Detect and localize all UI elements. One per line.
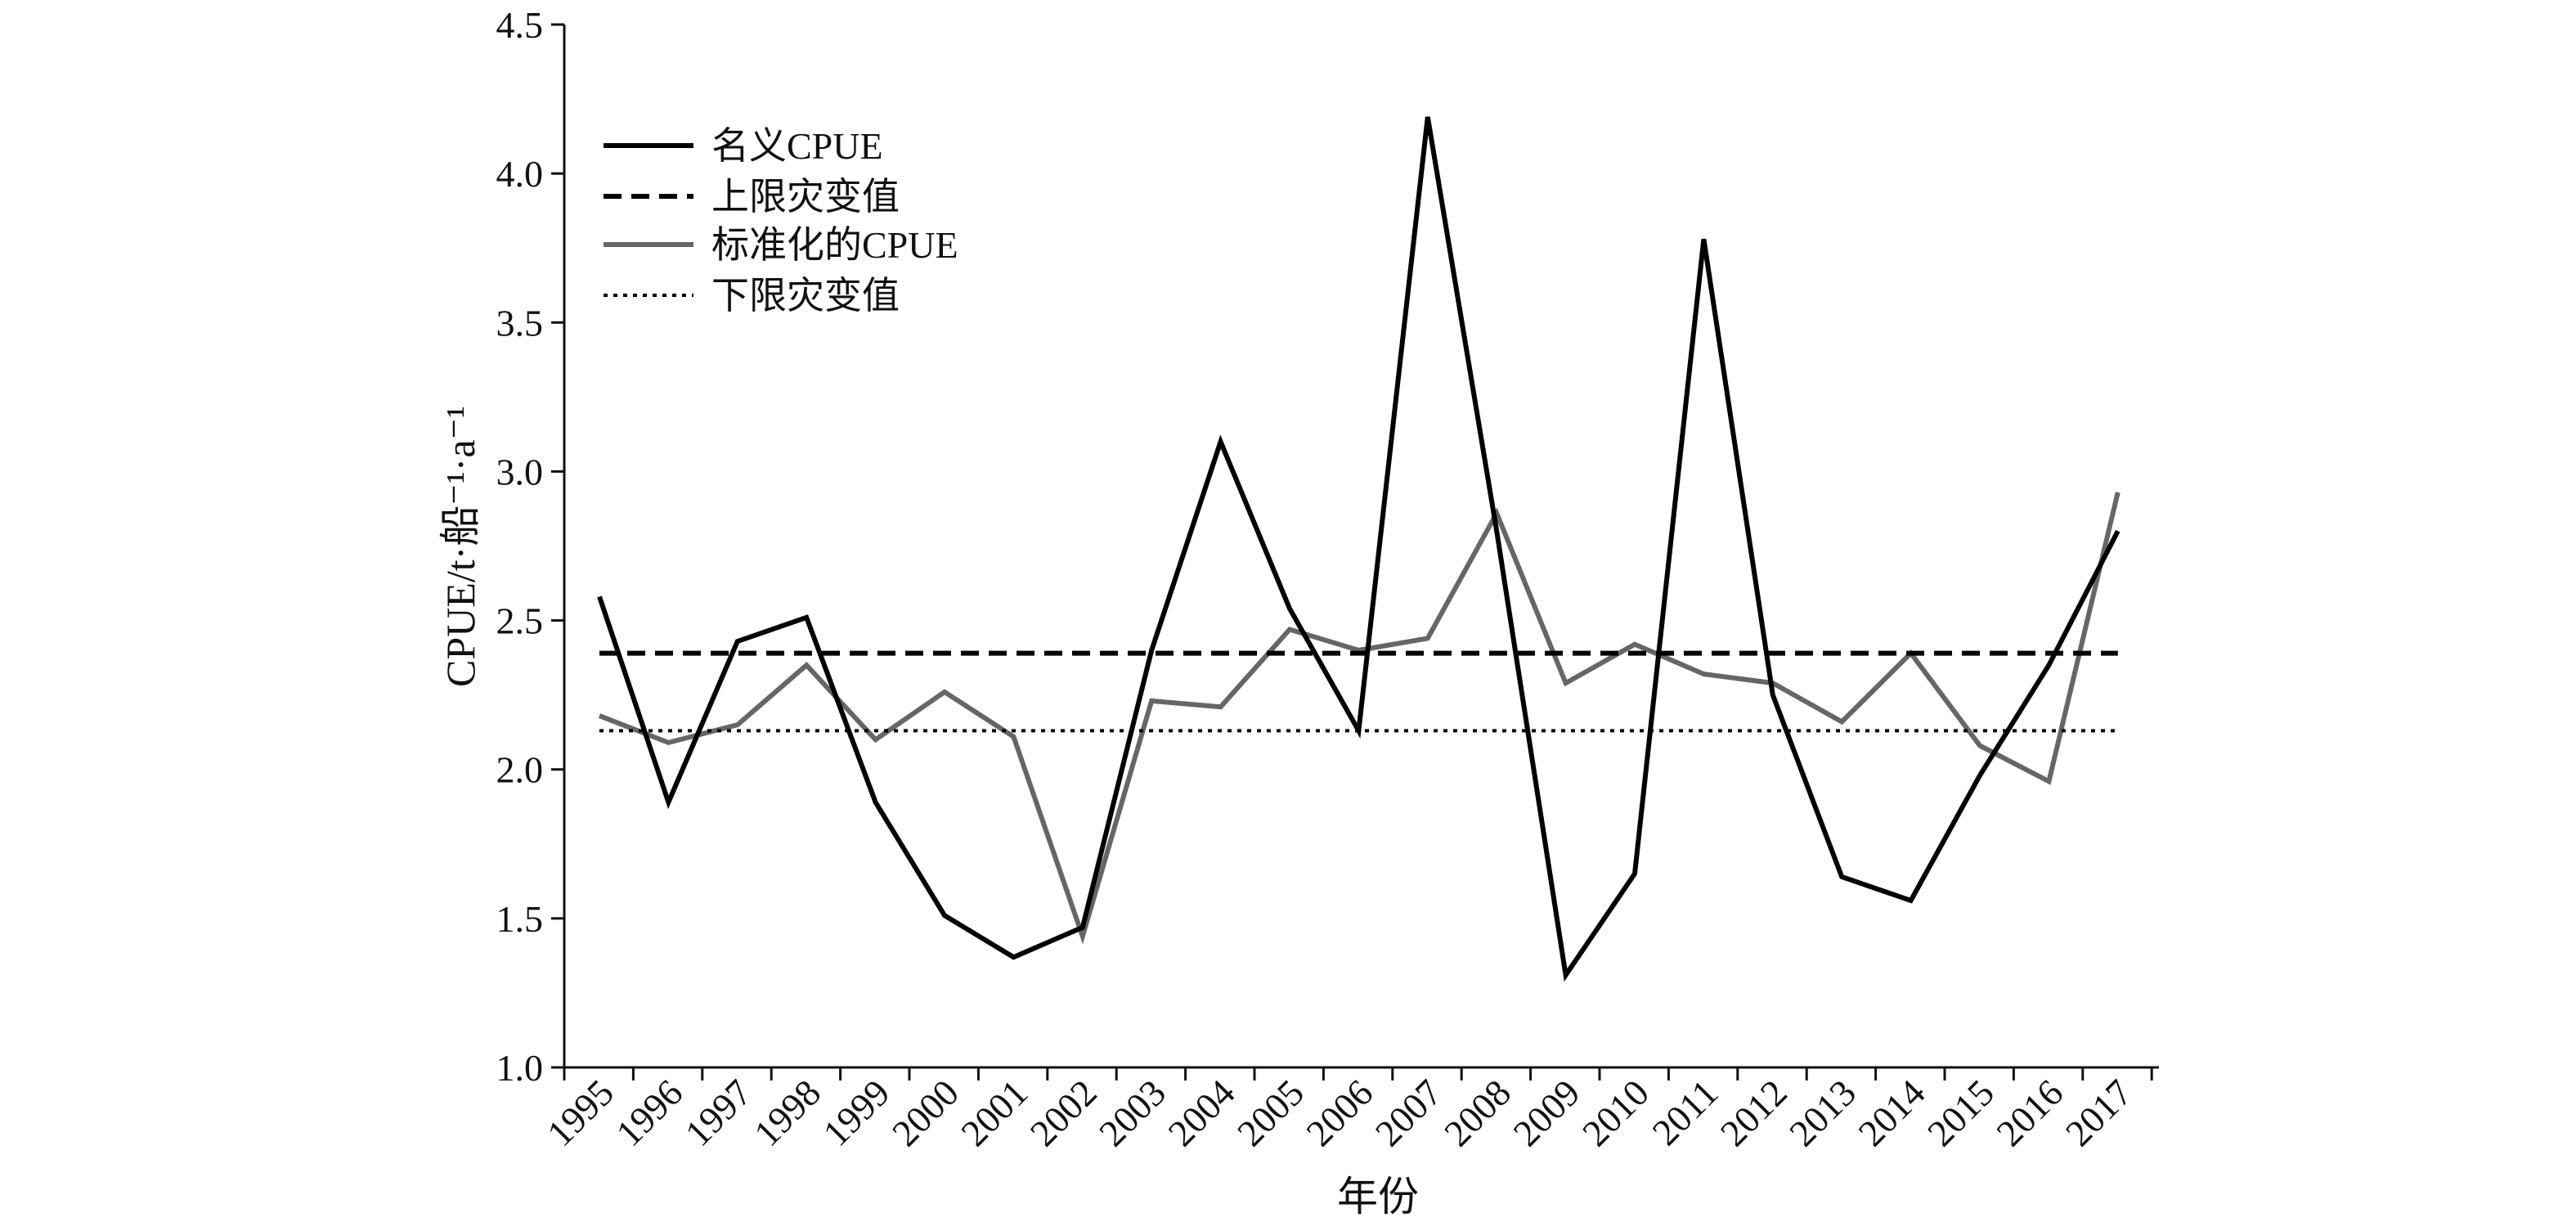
x-tick-label: 2010 <box>1574 1071 1657 1154</box>
x-tick-label: 1999 <box>815 1071 898 1154</box>
series-line-2 <box>598 492 2120 945</box>
x-tick-label: 2007 <box>1367 1071 1450 1154</box>
legend-label-0: 名义CPUE <box>711 125 883 167</box>
x-axis-title: 年份 <box>1337 1174 1419 1220</box>
y-tick-label: 1.0 <box>496 1047 544 1089</box>
x-tick-label: 2006 <box>1298 1071 1380 1154</box>
legend-label-3: 下限灾变值 <box>711 275 900 317</box>
y-tick-label: 2.0 <box>496 749 544 791</box>
x-tick-label: 2001 <box>953 1071 1035 1154</box>
x-tick-label: 2002 <box>1022 1071 1105 1154</box>
y-tick-label: 3.0 <box>496 451 544 492</box>
series-line-0 <box>597 116 2120 982</box>
y-tick-label: 2.5 <box>496 600 544 642</box>
x-tick-label: 2015 <box>1919 1071 2002 1154</box>
x-tick-label: 2003 <box>1091 1071 1174 1154</box>
x-tick-label: 2004 <box>1160 1071 1243 1154</box>
x-tick-label: 1997 <box>677 1071 760 1154</box>
y-tick-label: 3.5 <box>496 302 544 344</box>
x-tick-label: 2008 <box>1436 1071 1519 1154</box>
x-tick-label: 2000 <box>884 1071 967 1154</box>
legend-label-2: 标准化的CPUE <box>711 224 958 266</box>
x-tick-label: 1998 <box>746 1071 828 1154</box>
x-tick-label: 2009 <box>1506 1071 1588 1154</box>
x-tick-label: 2017 <box>2058 1071 2140 1154</box>
y-axis-title: CPUE/t·船⁻¹·a⁻¹ <box>438 406 483 687</box>
x-tick-label: 2016 <box>1988 1071 2071 1154</box>
x-tick-label: 2014 <box>1851 1071 1933 1154</box>
x-tick-label: 1996 <box>608 1071 690 1154</box>
legend-label-1: 上限灾变值 <box>711 176 900 218</box>
y-tick-label: 4.0 <box>496 153 544 195</box>
y-tick-label: 1.5 <box>496 898 544 940</box>
y-tick-label: 4.5 <box>496 4 544 46</box>
x-tick-label: 2011 <box>1645 1071 1726 1153</box>
x-tick-label: 1995 <box>539 1071 622 1154</box>
x-tick-label: 2005 <box>1229 1071 1312 1154</box>
x-tick-label: 2013 <box>1781 1071 1864 1154</box>
x-tick-label: 2012 <box>1712 1071 1795 1154</box>
